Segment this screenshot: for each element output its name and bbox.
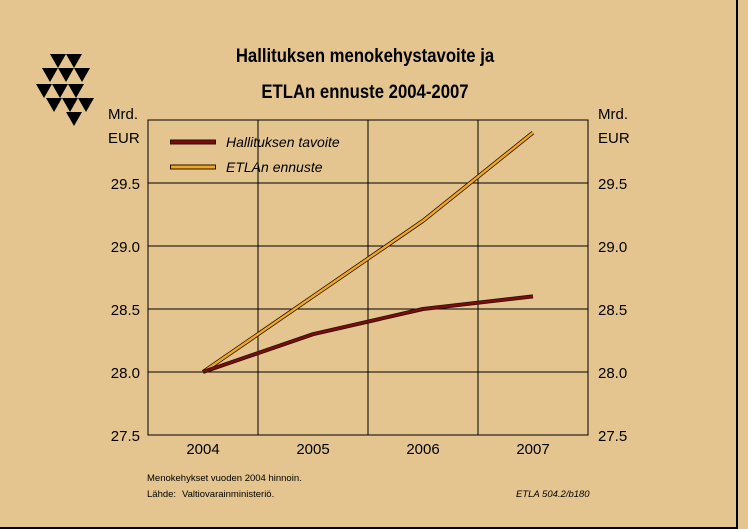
right-y-unit-line-1: Mrd. [598,106,628,123]
series-line-ennuste [202,131,534,373]
right-y-tick-labels: 27.5 28.0 28.5 29.0 29.5 [598,176,627,445]
footnote-note: Menokehykset vuoden 2004 hinnoin. [147,473,302,484]
y-tick-label-left: 28.5 [111,302,140,319]
x-tick-label: 2005 [296,441,329,458]
y-tick-label-right: 28.0 [598,365,627,382]
series-lines [201,131,535,374]
left-y-unit-line-2: EUR [108,130,140,147]
x-tick-label: 2006 [406,441,439,458]
left-y-tick-labels: 27.5 28.0 28.5 29.0 29.5 [111,176,140,445]
right-y-unit-line-2: EUR [598,130,630,147]
series-line-tavoite [202,295,534,374]
y-tick-label-right: 29.0 [598,239,627,256]
y-tick-label-left: 27.5 [111,428,140,445]
y-tick-label-left: 29.5 [111,176,140,193]
legend-label: ETLAn ennuste [226,159,323,175]
y-tick-label-right: 27.5 [598,428,627,445]
y-tick-label-right: 28.5 [598,302,627,319]
left-y-unit-line-1: Mrd. [108,106,138,123]
chart-code: ETLA 504.2/b180 [516,489,590,500]
grid-lines [148,120,588,435]
y-tick-label-left: 28.0 [111,365,140,382]
chart-title-line-2: ETLAn ennuste 2004-2007 [261,82,469,103]
y-tick-label-left: 29.0 [111,239,140,256]
footnote-source-label: Lähde: [147,489,177,500]
etla-logo-icon [36,54,94,126]
x-tick-labels: 2004 2005 2006 2007 [186,441,549,458]
footnote-source-value: Valtiovarainministeriö. [182,489,275,500]
x-tick-label: 2007 [516,441,549,458]
x-tick-label: 2004 [186,441,219,458]
legend: Hallituksen tavoite ETLAn ennuste [170,134,340,175]
legend-label: Hallituksen tavoite [226,134,340,150]
chart-title-line-1: Hallituksen menokehystavoite ja [235,46,495,67]
y-tick-label-right: 29.5 [598,176,627,193]
plot-area-border [147,119,589,436]
